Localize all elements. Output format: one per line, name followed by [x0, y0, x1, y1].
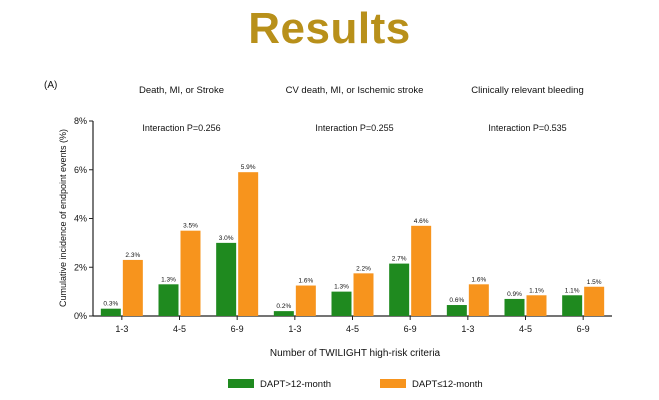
data-label: 1.3%: [334, 284, 349, 291]
data-label: 0.2%: [276, 303, 291, 310]
panel-title: CV death, MI, or Ischemic stroke: [286, 85, 424, 96]
interaction-p-value: Interaction P=0.255: [315, 123, 393, 133]
bar: [353, 273, 374, 316]
x-tick-label: 1-3: [288, 324, 301, 334]
data-label: 1.1%: [529, 287, 544, 294]
legend: DAPT>12-month DAPT≤12-month: [228, 379, 483, 390]
bar: [411, 225, 432, 316]
bar: [468, 284, 489, 316]
panel-title: Clinically relevant bleeding: [471, 85, 583, 96]
data-label: 1.6%: [471, 276, 486, 283]
data-label: 3.0%: [219, 235, 234, 242]
data-label: 2.3%: [125, 252, 140, 259]
data-label: 0.3%: [103, 301, 118, 308]
legend-swatch-dapt-gt-12: [228, 379, 254, 388]
panel-title: Death, MI, or Stroke: [139, 85, 224, 96]
data-label: 0.9%: [507, 291, 522, 298]
bar: [526, 295, 547, 316]
bar: [158, 284, 179, 316]
x-axis-label: Number of TWILIGHT high-risk criteria: [270, 348, 441, 359]
bar: [504, 298, 525, 316]
data-label: 1.6%: [298, 278, 313, 285]
x-tick-label: 1-3: [461, 324, 474, 334]
plot-area: 0% 2% 4% 6% 8% Death, MI, or Stroke Interactio…: [74, 85, 612, 334]
data-label: 2.2%: [356, 265, 371, 272]
bar: [562, 295, 583, 316]
x-tick-label: 1-3: [115, 324, 128, 334]
data-label: 1.3%: [161, 276, 176, 283]
data-label: 1.1%: [565, 287, 580, 294]
legend-swatch-dapt-le-12: [380, 379, 406, 388]
data-label: 1.5%: [587, 279, 602, 286]
data-label: 2.7%: [392, 256, 407, 263]
y-tick-label: 6%: [74, 165, 87, 175]
y-tick-label: 0%: [74, 311, 87, 321]
interaction-p-value: Interaction P=0.256: [142, 123, 220, 133]
bar: [446, 305, 467, 316]
data-label: 0.6%: [449, 297, 464, 304]
x-tick-label: 4-5: [346, 324, 359, 334]
data-label: 5.9%: [241, 164, 256, 171]
bar: [331, 291, 352, 316]
bar: [122, 259, 143, 316]
interaction-p-value: Interaction P=0.535: [488, 123, 566, 133]
slide-title: Results: [248, 4, 411, 53]
legend-label-dapt-gt-12: DAPT>12-month: [260, 379, 331, 390]
bar: [100, 308, 121, 316]
x-tick-label: 6-9: [577, 324, 590, 334]
legend-label-dapt-le-12: DAPT≤12-month: [412, 379, 483, 390]
panel-label: (A): [44, 80, 57, 91]
y-tick-label: 2%: [74, 262, 87, 272]
bar: [180, 230, 201, 316]
bar: [238, 172, 259, 316]
y-tick-label: 8%: [74, 116, 87, 126]
y-axis-label: Cumulative incidence of endpoint events …: [58, 129, 68, 307]
bar: [295, 285, 316, 316]
x-tick-label: 6-9: [404, 324, 417, 334]
data-label: 3.5%: [183, 223, 198, 230]
x-tick-label: 4-5: [173, 324, 186, 334]
bar: [216, 242, 237, 316]
data-label: 4.6%: [414, 218, 429, 225]
x-tick-label: 6-9: [231, 324, 244, 334]
x-tick-label: 4-5: [519, 324, 532, 334]
bar: [273, 311, 294, 316]
y-tick-label: 4%: [74, 214, 87, 224]
bar: [584, 286, 605, 316]
bar: [389, 263, 410, 316]
